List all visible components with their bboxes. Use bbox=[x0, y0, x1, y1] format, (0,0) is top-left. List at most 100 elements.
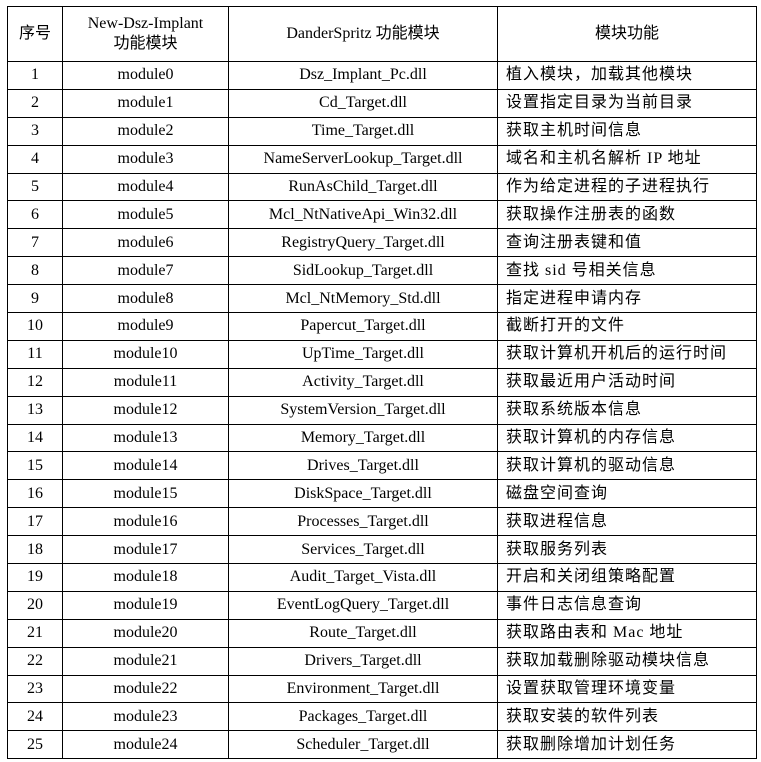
cell-index: 15 bbox=[7, 451, 63, 481]
cell-index: 6 bbox=[7, 200, 63, 230]
cell-implant-module: module16 bbox=[62, 507, 229, 537]
table-row: 21 module20 Route_Target.dll 获取路由表和 Mac 地址 bbox=[7, 618, 757, 648]
cell-function: 设置指定目录为当前目录 bbox=[497, 88, 757, 118]
cell-index: 18 bbox=[7, 535, 63, 565]
table-row: 8 module7 SidLookup_Target.dll 查找 sid 号相关信息 bbox=[7, 256, 757, 286]
cell-danderspritz-module: Processes_Target.dll bbox=[228, 507, 498, 537]
cell-implant-module: module13 bbox=[62, 423, 229, 453]
cell-index: 23 bbox=[7, 674, 63, 704]
cell-function: 域名和主机名解析 IP 地址 bbox=[497, 144, 757, 174]
cell-danderspritz-module: Environment_Target.dll bbox=[228, 674, 498, 704]
cell-function: 植入模块，加载其他模块 bbox=[497, 61, 757, 90]
cell-implant-module: module0 bbox=[62, 61, 229, 90]
cell-function: 磁盘空间查询 bbox=[497, 479, 757, 509]
cell-danderspritz-module: RegistryQuery_Target.dll bbox=[228, 228, 498, 258]
table-row: 17 module16 Processes_Target.dll 获取进程信息 bbox=[7, 507, 757, 537]
cell-danderspritz-module: NameServerLookup_Target.dll bbox=[228, 144, 498, 174]
cell-function: 获取删除增加计划任务 bbox=[497, 730, 757, 760]
cell-danderspritz-module: Packages_Target.dll bbox=[228, 702, 498, 732]
module-table: 序号 New-Dsz-Implant 功能模块 DanderSpritz 功能模… bbox=[7, 6, 757, 760]
table-row: 13 module12 SystemVersion_Target.dll 获取系统版本… bbox=[7, 395, 757, 425]
cell-danderspritz-module: EventLogQuery_Target.dll bbox=[228, 590, 498, 620]
cell-index: 22 bbox=[7, 646, 63, 676]
cell-index: 10 bbox=[7, 312, 63, 341]
cell-function: 获取加载删除驱动模块信息 bbox=[497, 646, 757, 676]
cell-index: 21 bbox=[7, 618, 63, 648]
cell-implant-module: module6 bbox=[62, 228, 229, 258]
cell-danderspritz-module: Services_Target.dll bbox=[228, 535, 498, 565]
table-row: 11 module10 UpTime_Target.dll 获取计算机开机后的运行时间 bbox=[7, 339, 757, 369]
cell-implant-module: module23 bbox=[62, 702, 229, 732]
cell-function: 开启和关闭组策略配置 bbox=[497, 563, 757, 592]
table-row: 23 module22 Environment_Target.dll 设置获取管理环境… bbox=[7, 674, 757, 704]
cell-implant-module: module1 bbox=[62, 88, 229, 118]
cell-function: 获取服务列表 bbox=[497, 535, 757, 565]
cell-implant-module: module17 bbox=[62, 535, 229, 565]
cell-implant-module: module21 bbox=[62, 646, 229, 676]
cell-implant-module: module2 bbox=[62, 116, 229, 146]
cell-index: 25 bbox=[7, 730, 63, 760]
cell-function: 查找 sid 号相关信息 bbox=[497, 256, 757, 286]
table-row: 12 module11 Activity_Target.dll 获取最近用户活动时间 bbox=[7, 367, 757, 397]
cell-index: 8 bbox=[7, 256, 63, 286]
table-row: 18 module17 Services_Target.dll 获取服务列表 bbox=[7, 535, 757, 565]
cell-index: 12 bbox=[7, 367, 63, 397]
table-row: 6 module5 Mcl_NtNativeApi_Win32.dll 获取操作注册表… bbox=[7, 200, 757, 230]
cell-function: 获取操作注册表的函数 bbox=[497, 200, 757, 230]
cell-function: 获取安装的软件列表 bbox=[497, 702, 757, 732]
cell-danderspritz-module: Activity_Target.dll bbox=[228, 367, 498, 397]
table-row: 25 module24 Scheduler_Target.dll 获取删除增加计划任务 bbox=[7, 730, 757, 760]
cell-danderspritz-module: Cd_Target.dll bbox=[228, 88, 498, 118]
cell-danderspritz-module: Mcl_NtNativeApi_Win32.dll bbox=[228, 200, 498, 230]
table-row: 2 module1 Cd_Target.dll 设置指定目录为当前目录 bbox=[7, 88, 757, 118]
cell-implant-module: module3 bbox=[62, 144, 229, 174]
table-row: 3 module2 Time_Target.dll 获取主机时间信息 bbox=[7, 116, 757, 146]
header-function: 模块功能 bbox=[497, 6, 757, 62]
cell-implant-module: module9 bbox=[62, 312, 229, 341]
cell-danderspritz-module: Scheduler_Target.dll bbox=[228, 730, 498, 760]
cell-implant-module: module5 bbox=[62, 200, 229, 230]
table-row: 24 module23 Packages_Target.dll 获取安装的软件列表 bbox=[7, 702, 757, 732]
cell-danderspritz-module: RunAsChild_Target.dll bbox=[228, 172, 498, 202]
cell-danderspritz-module: Audit_Target_Vista.dll bbox=[228, 563, 498, 592]
header-implant-line1: New-Dsz-Implant bbox=[87, 15, 204, 32]
cell-implant-module: module12 bbox=[62, 395, 229, 425]
cell-implant-module: module4 bbox=[62, 172, 229, 202]
table-row: 10 module9 Papercut_Target.dll 截断打开的文件 bbox=[7, 312, 757, 341]
table-row: 20 module19 EventLogQuery_Target.dll 事件日志信息… bbox=[7, 590, 757, 620]
cell-danderspritz-module: UpTime_Target.dll bbox=[228, 339, 498, 369]
cell-function: 事件日志信息查询 bbox=[497, 590, 757, 620]
cell-implant-module: module22 bbox=[62, 674, 229, 704]
cell-implant-module: module18 bbox=[62, 563, 229, 592]
cell-danderspritz-module: DiskSpace_Target.dll bbox=[228, 479, 498, 509]
header-implant-line2: 功能模块 bbox=[113, 35, 178, 52]
cell-function: 获取进程信息 bbox=[497, 507, 757, 537]
cell-implant-module: module15 bbox=[62, 479, 229, 509]
cell-index: 4 bbox=[7, 144, 63, 174]
cell-index: 11 bbox=[7, 339, 63, 369]
cell-index: 13 bbox=[7, 395, 63, 425]
table-row: 1 module0 Dsz_Implant_Pc.dll 植入模块，加载其他模块 bbox=[7, 61, 757, 90]
cell-function: 获取计算机的内存信息 bbox=[497, 423, 757, 453]
cell-danderspritz-module: Drives_Target.dll bbox=[228, 451, 498, 481]
header-index: 序号 bbox=[7, 6, 63, 62]
cell-danderspritz-module: SystemVersion_Target.dll bbox=[228, 395, 498, 425]
cell-implant-module: module19 bbox=[62, 590, 229, 620]
cell-index: 2 bbox=[7, 88, 63, 118]
cell-function: 获取主机时间信息 bbox=[497, 116, 757, 146]
cell-danderspritz-module: Memory_Target.dll bbox=[228, 423, 498, 453]
cell-danderspritz-module: Mcl_NtMemory_Std.dll bbox=[228, 284, 498, 314]
table-row: 22 module21 Drivers_Target.dll 获取加载删除驱动模块信息 bbox=[7, 646, 757, 676]
cell-implant-module: module7 bbox=[62, 256, 229, 286]
cell-danderspritz-module: Drivers_Target.dll bbox=[228, 646, 498, 676]
table-row: 14 module13 Memory_Target.dll 获取计算机的内存信息 bbox=[7, 423, 757, 453]
cell-index: 5 bbox=[7, 172, 63, 202]
cell-index: 16 bbox=[7, 479, 63, 509]
table-row: 19 module18 Audit_Target_Vista.dll 开启和关闭组策略… bbox=[7, 563, 757, 592]
cell-danderspritz-module: Papercut_Target.dll bbox=[228, 312, 498, 341]
cell-danderspritz-module: Route_Target.dll bbox=[228, 618, 498, 648]
cell-danderspritz-module: SidLookup_Target.dll bbox=[228, 256, 498, 286]
cell-function: 查询注册表键和值 bbox=[497, 228, 757, 258]
cell-danderspritz-module: Time_Target.dll bbox=[228, 116, 498, 146]
header-implant-module: New-Dsz-Implant 功能模块 bbox=[62, 6, 229, 62]
